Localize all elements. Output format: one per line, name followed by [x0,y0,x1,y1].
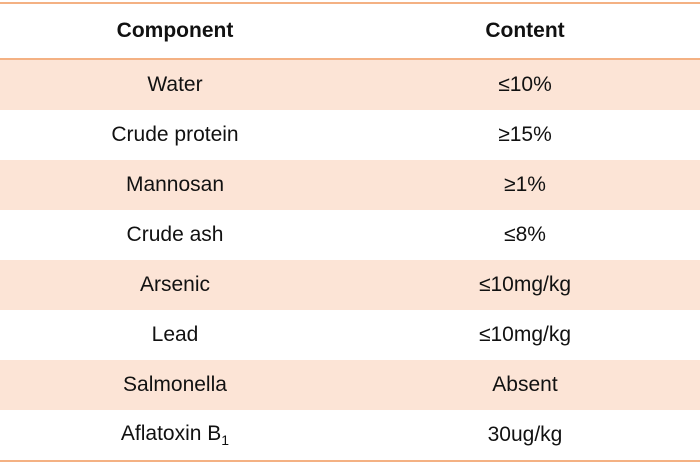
table-cell: Salmonella [0,360,350,410]
table-cell: Water [0,59,350,110]
table-body: Water ≤10% Crude protein ≥15% Mannosan ≥1% Cru… [0,59,700,462]
header-row: Component Content [0,2,700,60]
table-cell: ≤10% [350,59,700,110]
table-row: Lead ≤10mg/kg [0,310,700,360]
table-cell: ≥1% [350,160,700,210]
table-row: Arsenic ≤10mg/kg [0,260,700,310]
header-cell: Content [350,2,700,60]
table-cell: Absent [350,360,700,410]
table-row: Aflatoxin B1 30ug/kg [0,410,700,462]
table-row: Crude ash ≤8% [0,210,700,260]
table-row: Mannosan ≥1% [0,160,700,210]
table-cell: Lead [151,323,199,346]
table-row: Crude protein ≥15% [0,110,700,160]
table-row: Water ≤10% [0,59,700,110]
table-cell: 30ug/kg [350,410,700,462]
table-cell: ≥15% [498,123,552,146]
header-cell: Component [0,2,350,60]
table-cell: Crude protein [111,123,239,146]
table-row: Salmonella Absent [0,360,700,410]
table-cell: ≤10mg/kg [350,260,700,310]
table-cell: ≤10mg/kg [478,323,572,346]
table-cell: ≤8% [504,223,546,246]
cell-subscript: 1 [221,432,230,449]
table-header: Component Content [0,2,700,60]
table-cell: Mannosan [0,160,350,210]
table-cell: Aflatoxin B1 [0,410,350,462]
table-cell: Arsenic [0,260,350,310]
cell-text: Aflatoxin B [120,421,222,445]
table-cell: Crude ash [126,223,224,246]
